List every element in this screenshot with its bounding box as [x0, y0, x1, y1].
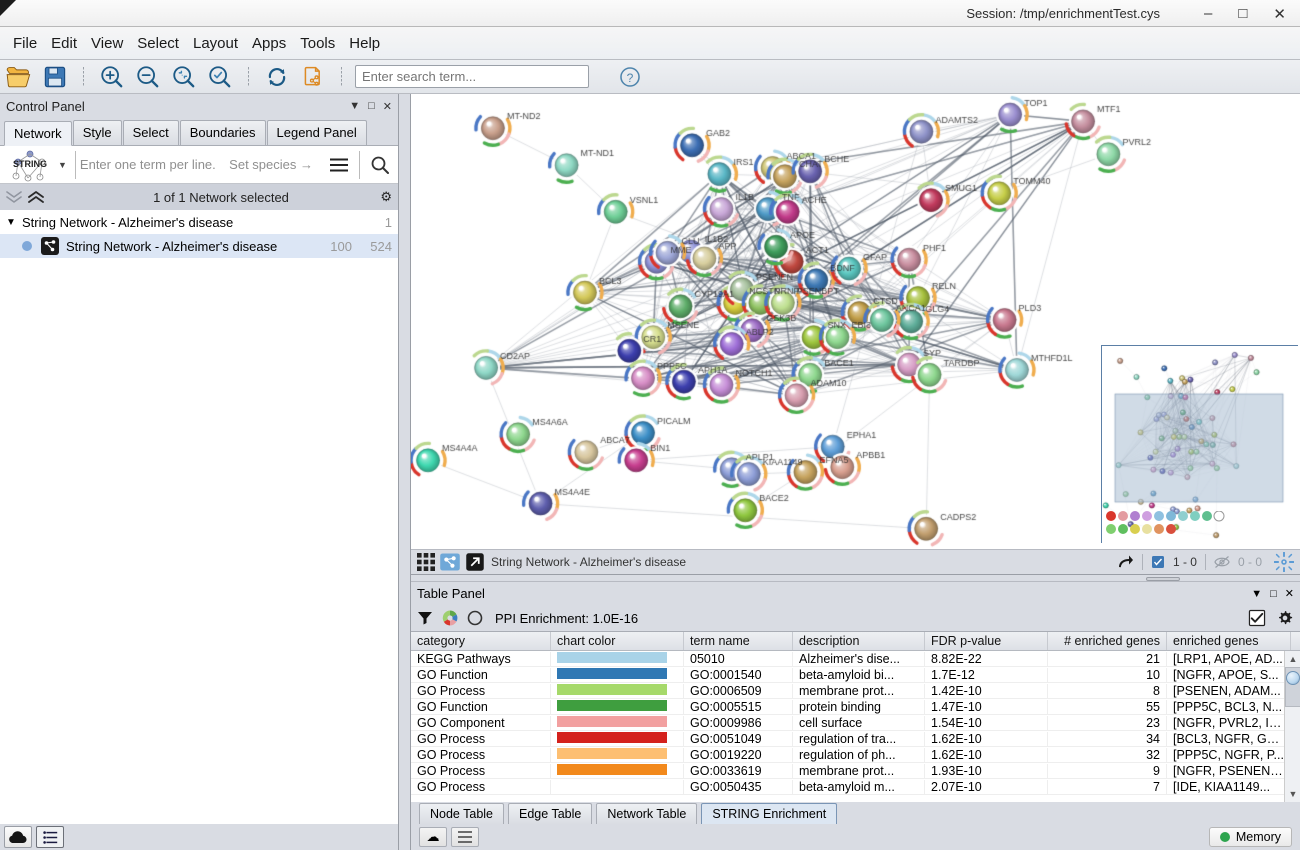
svg-text:STRING: STRING	[13, 159, 47, 169]
svg-text:?: ?	[627, 71, 634, 85]
